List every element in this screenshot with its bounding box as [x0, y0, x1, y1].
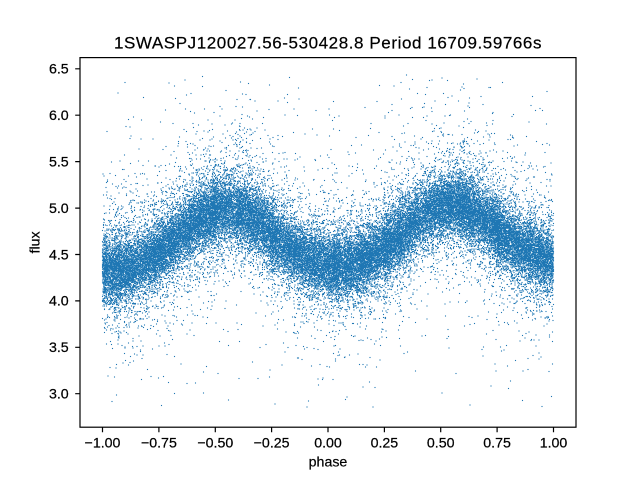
svg-text:0.25: 0.25 [371, 435, 399, 451]
svg-text:0.50: 0.50 [427, 435, 455, 451]
svg-text:6.5: 6.5 [49, 62, 69, 78]
svg-text:6.0: 6.0 [49, 108, 69, 124]
svg-text:0.00: 0.00 [314, 435, 342, 451]
svg-text:phase: phase [309, 455, 348, 471]
svg-text:1.00: 1.00 [540, 435, 568, 451]
svg-text:1SWASPJ120027.56-530428.8 Peri: 1SWASPJ120027.56-530428.8 Period 16709.5… [114, 34, 542, 53]
svg-text:flux: flux [27, 231, 43, 253]
svg-text:−1.00: −1.00 [85, 435, 121, 451]
svg-text:0.75: 0.75 [483, 435, 511, 451]
svg-text:3.0: 3.0 [49, 387, 69, 403]
svg-text:4.0: 4.0 [49, 294, 69, 310]
svg-text:−0.50: −0.50 [197, 435, 233, 451]
svg-text:3.5: 3.5 [49, 340, 69, 356]
svg-text:5.0: 5.0 [49, 201, 69, 217]
svg-text:−0.25: −0.25 [254, 435, 290, 451]
svg-text:5.5: 5.5 [49, 154, 69, 170]
svg-text:4.5: 4.5 [49, 247, 69, 263]
svg-text:−0.75: −0.75 [141, 435, 177, 451]
